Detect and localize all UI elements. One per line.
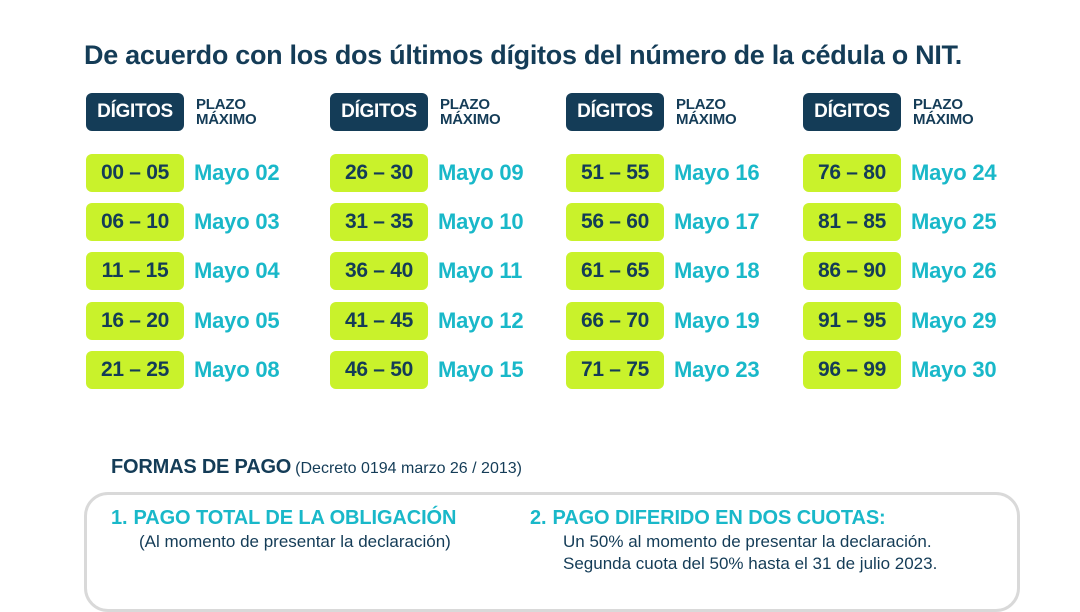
due-date: Mayo 16 — [674, 159, 760, 185]
schedule-row: 06 – 10 Mayo 03 — [86, 197, 326, 246]
schedule-row: 56 – 60 Mayo 17 — [566, 197, 806, 246]
due-date: Mayo 12 — [438, 307, 524, 333]
digit-range: 16 – 20 — [86, 301, 184, 340]
digit-range: 91 – 95 — [803, 301, 901, 340]
schedule-column-1: DÍGITOS PLAZO MÁXIMO 00 – 05 Mayo 02 06 –… — [86, 92, 326, 394]
option-number: 1. — [111, 507, 128, 529]
due-date: Mayo 15 — [438, 356, 524, 382]
option-title: 1. PAGO TOTAL DE LA OBLIGACIÓN — [111, 507, 457, 529]
due-date: Mayo 18 — [674, 258, 760, 284]
due-date: Mayo 03 — [194, 208, 280, 234]
digit-range: 36 – 40 — [330, 252, 428, 291]
due-date: Mayo 04 — [194, 258, 280, 284]
schedule-row: 71 – 75 Mayo 23 — [566, 345, 806, 394]
due-date: Mayo 17 — [674, 208, 760, 234]
digit-range: 06 – 10 — [86, 202, 184, 241]
option-title: 2. PAGO DIFERIDO EN DOS CUOTAS: — [530, 507, 886, 529]
digit-range: 00 – 05 — [86, 153, 184, 192]
due-date: Mayo 24 — [911, 159, 997, 185]
digit-range: 26 – 30 — [330, 153, 428, 192]
option-line-2: Segunda cuota del 50% hasta el 31 de jul… — [563, 554, 938, 573]
digit-range: 66 – 70 — [566, 301, 664, 340]
due-date: Mayo 08 — [194, 356, 280, 382]
digit-range: 61 – 65 — [566, 252, 664, 291]
digits-badge: DÍGITOS — [803, 93, 901, 131]
due-date: Mayo 19 — [674, 307, 760, 333]
schedule-row: 00 – 05 Mayo 02 — [86, 148, 326, 197]
plazo-maximo-label: PLAZO MÁXIMO — [676, 96, 737, 128]
due-date: Mayo 10 — [438, 208, 524, 234]
digit-range: 81 – 85 — [803, 202, 901, 241]
due-date: Mayo 25 — [911, 208, 997, 234]
column-header: DÍGITOS PLAZO MÁXIMO — [86, 92, 326, 132]
page-title: De acuerdo con los dos últimos dígitos d… — [84, 40, 962, 70]
option-subtitle: (Al momento de presentar la declaración) — [139, 532, 451, 551]
schedule-row: 91 – 95 Mayo 29 — [803, 296, 1043, 345]
digit-range: 21 – 25 — [86, 350, 184, 389]
schedule-row: 96 – 99 Mayo 30 — [803, 345, 1043, 394]
schedule-row: 46 – 50 Mayo 15 — [330, 345, 570, 394]
schedule-row: 36 – 40 Mayo 11 — [330, 247, 570, 296]
payment-option-full: 1. PAGO TOTAL DE LA OBLIGACIÓN (Al moment… — [111, 507, 456, 552]
digit-range: 56 – 60 — [566, 202, 664, 241]
schedule-row: 76 – 80 Mayo 24 — [803, 148, 1043, 197]
schedule-row: 61 – 65 Mayo 18 — [566, 247, 806, 296]
due-date: Mayo 09 — [438, 159, 524, 185]
due-date: Mayo 29 — [911, 307, 997, 333]
schedule-column-2: DÍGITOS PLAZO MÁXIMO 26 – 30 Mayo 09 31 –… — [330, 92, 570, 394]
option-number: 2. — [530, 507, 547, 529]
schedule-row: 51 – 55 Mayo 16 — [566, 148, 806, 197]
digits-badge: DÍGITOS — [566, 93, 664, 131]
digits-badge: DÍGITOS — [86, 93, 184, 131]
column-header: DÍGITOS PLAZO MÁXIMO — [566, 92, 806, 132]
due-date: Mayo 02 — [194, 159, 280, 185]
due-date: Mayo 05 — [194, 307, 280, 333]
digit-range: 76 – 80 — [803, 153, 901, 192]
due-date: Mayo 11 — [438, 258, 523, 284]
digit-range: 41 – 45 — [330, 301, 428, 340]
digit-range: 46 – 50 — [330, 350, 428, 389]
schedule-row: 21 – 25 Mayo 08 — [86, 345, 326, 394]
schedule-row: 26 – 30 Mayo 09 — [330, 148, 570, 197]
digit-range: 31 – 35 — [330, 202, 428, 241]
digit-range: 86 – 90 — [803, 252, 901, 291]
payment-option-deferred: 2. PAGO DIFERIDO EN DOS CUOTAS: Un 50% al… — [530, 507, 937, 574]
digit-range: 11 – 15 — [86, 252, 184, 291]
digit-range: 51 – 55 — [566, 153, 664, 192]
plazo-maximo-label: PLAZO MÁXIMO — [196, 96, 257, 128]
digit-range: 71 – 75 — [566, 350, 664, 389]
plazo-maximo-label: PLAZO MÁXIMO — [440, 96, 501, 128]
column-header: DÍGITOS PLAZO MÁXIMO — [803, 92, 1043, 132]
column-header: DÍGITOS PLAZO MÁXIMO — [330, 92, 570, 132]
schedule-row: 16 – 20 Mayo 05 — [86, 296, 326, 345]
payment-methods-heading: FORMAS DE PAGO (Decreto 0194 marzo 26 / 2… — [111, 456, 522, 479]
schedule-column-4: DÍGITOS PLAZO MÁXIMO 76 – 80 Mayo 24 81 –… — [803, 92, 1043, 394]
schedule-row: 11 – 15 Mayo 04 — [86, 247, 326, 296]
decree-reference: (Decreto 0194 marzo 26 / 2013) — [295, 460, 522, 477]
schedule-row: 31 – 35 Mayo 10 — [330, 197, 570, 246]
schedule-row: 86 – 90 Mayo 26 — [803, 247, 1043, 296]
due-date: Mayo 23 — [674, 356, 760, 382]
option-line-1: Un 50% al momento de presentar la declar… — [563, 532, 932, 551]
formas-label: FORMAS DE PAGO — [111, 456, 292, 478]
digit-range: 96 – 99 — [803, 350, 901, 389]
due-date: Mayo 30 — [911, 356, 997, 382]
schedule-row: 66 – 70 Mayo 19 — [566, 296, 806, 345]
due-date: Mayo 26 — [911, 258, 997, 284]
plazo-maximo-label: PLAZO MÁXIMO — [913, 96, 974, 128]
schedule-row: 41 – 45 Mayo 12 — [330, 296, 570, 345]
schedule-row: 81 – 85 Mayo 25 — [803, 197, 1043, 246]
digits-badge: DÍGITOS — [330, 93, 428, 131]
schedule-column-3: DÍGITOS PLAZO MÁXIMO 51 – 55 Mayo 16 56 –… — [566, 92, 806, 394]
